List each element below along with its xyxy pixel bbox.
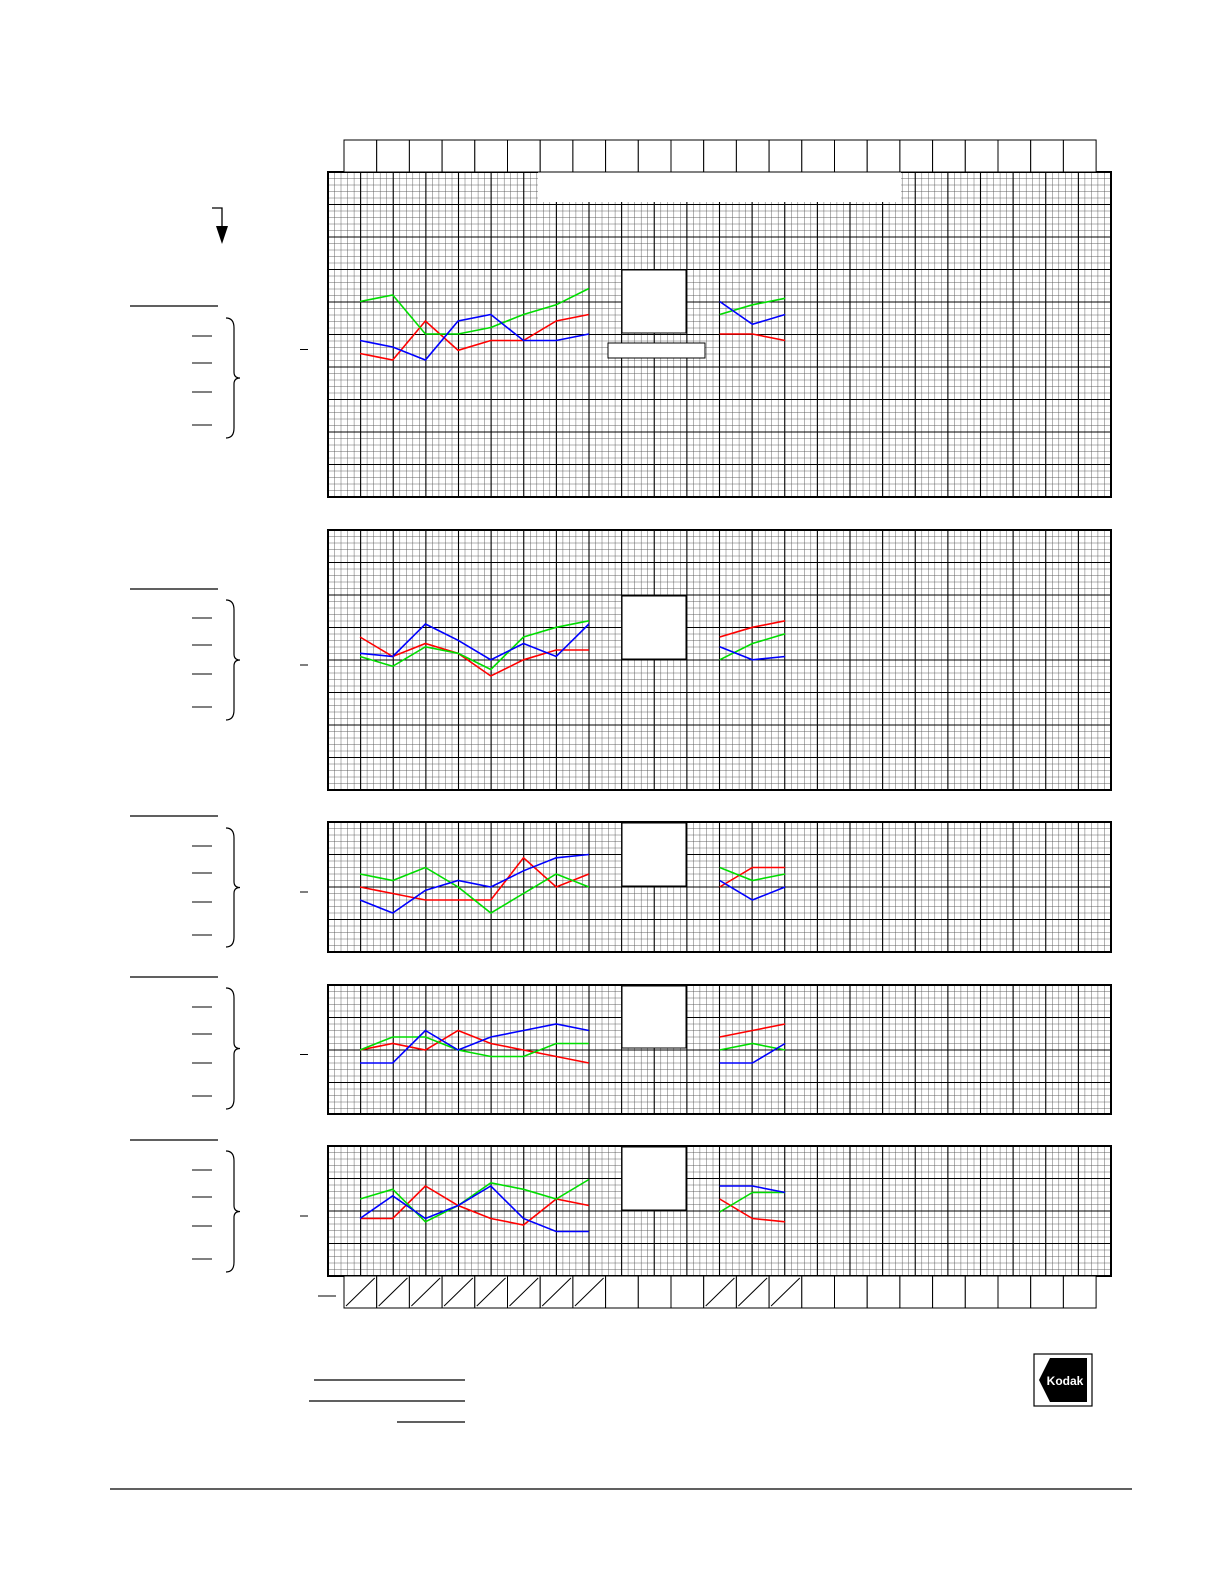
footer-cell (637, 1275, 672, 1309)
panel-1-series-green (359, 287, 590, 335)
header-cell (997, 139, 1032, 173)
footer-cell-diagonal (705, 1277, 735, 1307)
panel-1-label-box (607, 342, 706, 359)
footer-cell-diagonal (443, 1277, 474, 1307)
header-cell (572, 139, 607, 173)
footer-cell (899, 1275, 934, 1309)
header-cell (376, 139, 410, 173)
series-layer (359, 287, 786, 1233)
logo-notch-lower (1039, 1380, 1050, 1402)
header-cell (834, 139, 868, 173)
panel-4-series-red (359, 1029, 590, 1064)
footer-cell-diagonal (738, 1277, 768, 1307)
footer-cell-diagonal (345, 1277, 376, 1307)
header-cell (670, 139, 705, 173)
header-cell (801, 139, 835, 173)
header-cell (703, 139, 737, 173)
panel-3-series-green (359, 866, 590, 914)
header-cell (964, 139, 999, 173)
panel-1-blank-box (621, 269, 687, 334)
footer-cell (866, 1275, 901, 1309)
header-cell (735, 139, 770, 173)
footer-cell-diagonal (378, 1277, 408, 1307)
panel-1-series-blue (359, 313, 590, 361)
panel-4-frame (327, 984, 1112, 1115)
kodak-logo: Kodak (1033, 1353, 1093, 1407)
arrow-head (216, 226, 228, 244)
footer-cell (964, 1275, 999, 1309)
panel-2-frame (327, 529, 1112, 791)
arrow-shaft (212, 207, 223, 232)
header-cell (899, 139, 934, 173)
footer-cell (605, 1275, 639, 1309)
panel-2-series-blue (359, 623, 590, 661)
logo-block (1039, 1358, 1087, 1402)
footer-cell-diagonal (574, 1277, 604, 1307)
panel-3-blank-box (621, 822, 687, 887)
panel-4-blank-box (621, 985, 687, 1049)
footer-cell-diagonal (509, 1277, 539, 1307)
header-cell (441, 139, 476, 173)
footer-cell (997, 1275, 1032, 1309)
header-cell (932, 139, 966, 173)
header-cell (408, 139, 443, 173)
footer-cell (801, 1275, 835, 1309)
frame-layer (327, 171, 1112, 1277)
logo-notch (1039, 1358, 1050, 1380)
panel-5-series-red (360, 1184, 590, 1226)
panel-4-series-blue (360, 1023, 590, 1064)
footer-cell-diagonal (770, 1277, 801, 1307)
footer-cell-diagonal (411, 1277, 441, 1307)
header-cell (539, 139, 574, 173)
panel-5-blank-box (621, 1146, 687, 1211)
decoration-layer (110, 139, 1132, 1490)
header-cell (1062, 139, 1097, 173)
header-cell (1030, 139, 1064, 173)
panel-2-series-green (359, 620, 590, 671)
panel-5-series-blue (359, 1184, 589, 1233)
footer-cell-diagonal (541, 1277, 572, 1307)
brace-4 (225, 987, 241, 1110)
brace-1 (225, 317, 241, 439)
panel-5-series-green (359, 1178, 590, 1223)
header-cell (768, 139, 803, 173)
header-cell (343, 139, 378, 173)
logo-text: Kodak (1047, 1374, 1084, 1388)
panel-2-series-red (359, 636, 589, 677)
brace-2 (225, 599, 241, 721)
brace-3 (225, 827, 241, 948)
header-cell (474, 139, 508, 173)
header-cell (605, 139, 639, 173)
brace-5 (225, 1150, 241, 1273)
panel-3-frame (327, 821, 1112, 953)
footer-cell (1030, 1275, 1064, 1309)
footer-cell (1062, 1275, 1097, 1309)
header-cell (637, 139, 672, 173)
footer-cell (932, 1275, 966, 1309)
header-cell (866, 139, 901, 173)
header-blank-strip (538, 172, 901, 202)
panel-3-series-blue (359, 853, 589, 914)
panel-1-series-red (359, 313, 590, 361)
footer-cell (670, 1275, 705, 1309)
panel-2-blank-box (621, 595, 687, 660)
footer-cell-diagonal (476, 1277, 506, 1307)
header-cell (507, 139, 541, 173)
footer-cell (834, 1275, 868, 1309)
panel-4-series-green (359, 1036, 589, 1058)
